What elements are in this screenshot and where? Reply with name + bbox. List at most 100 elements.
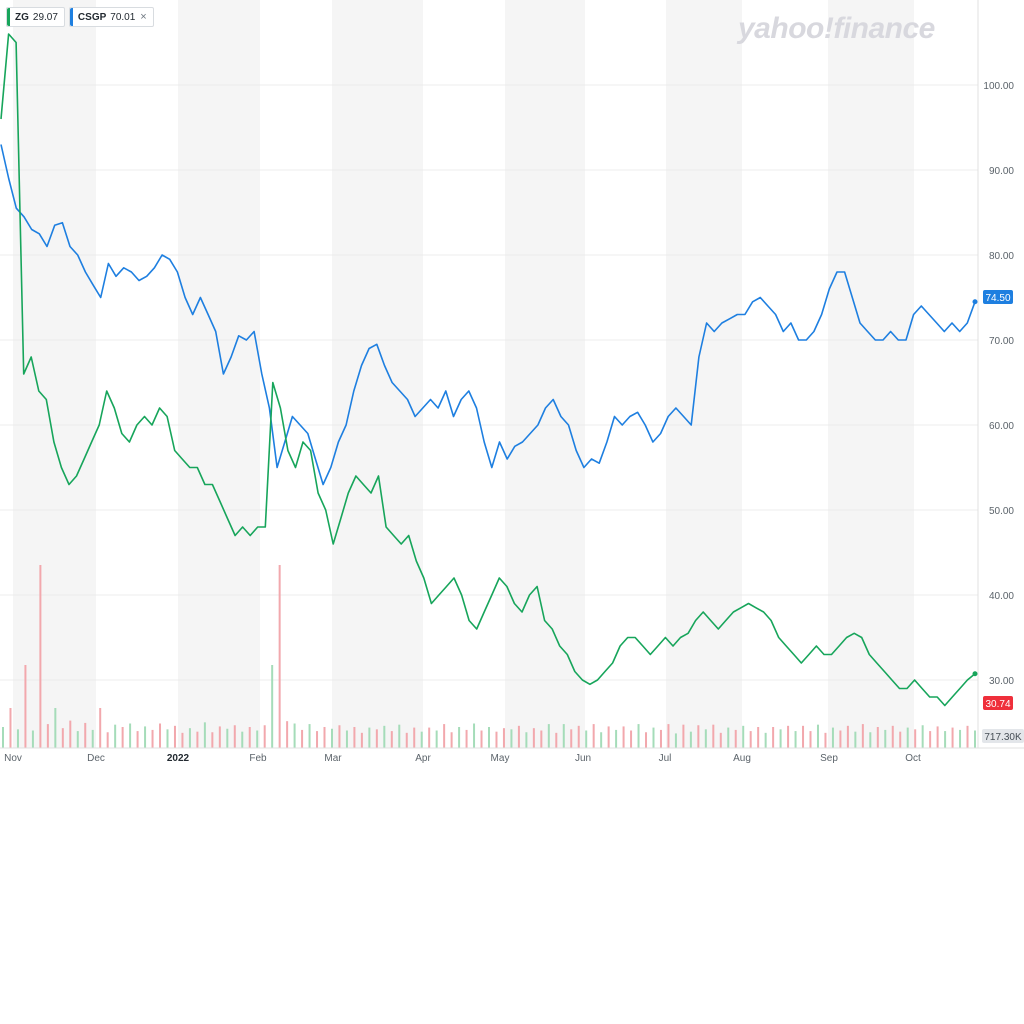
volume-bar (831, 727, 834, 748)
volume-bar (76, 731, 79, 748)
x-tick-label: May (491, 753, 510, 764)
x-tick-label: Jun (575, 753, 591, 764)
volume-bar (218, 726, 221, 748)
chart-canvas[interactable]: 100.00 90.00 80.00 70.00 60.00 50.00 40.00 30.0… (0, 0, 1024, 770)
volume-bar (510, 729, 513, 748)
y-tick-label: 40.00 (989, 591, 1014, 602)
volume-bar (906, 727, 909, 748)
volume-bar (577, 725, 580, 748)
volume-text: 717.30K (984, 732, 1022, 743)
legend-chip-csgp[interactable]: CSGP 70.01 × (68, 7, 154, 27)
volume-bar (69, 720, 72, 748)
volume-bar (532, 728, 535, 748)
x-tick-label: Nov (4, 753, 22, 764)
volume-bar (600, 732, 603, 748)
volume-bar (263, 725, 266, 748)
volume-bar (488, 727, 490, 748)
volume-bar (682, 724, 685, 748)
volume-bar (734, 729, 737, 748)
y-axis: 100.00 90.00 80.00 70.00 60.00 50.00 40.00 30.0… (977, 0, 1014, 748)
volume-bar (622, 726, 625, 748)
volume-bar (861, 724, 864, 748)
series-line-zg[interactable] (0, 33, 976, 707)
zg-color-swatch (7, 8, 10, 26)
volume-bar (585, 730, 588, 748)
volume-bar (435, 730, 438, 748)
volume-bar (458, 727, 461, 748)
volume-bar (592, 724, 595, 748)
legend-value: 70.01 (110, 11, 136, 23)
volume-bar (637, 724, 640, 748)
csgp-last-text: 74.50 (985, 293, 1010, 304)
volume-bar (241, 731, 244, 748)
volume-bar (816, 724, 819, 748)
volume-bar (779, 729, 782, 748)
volume-bar (308, 724, 311, 748)
volume-bar (757, 727, 760, 748)
volume-bar (196, 731, 199, 748)
csgp-color-swatch (69, 8, 73, 26)
volume-bar (353, 727, 356, 748)
csgp-last-badge (983, 290, 1013, 304)
volume-bar (316, 731, 319, 748)
volume-bar (562, 724, 565, 748)
series-line-csgp[interactable] (0, 144, 976, 486)
volume-bar (31, 730, 34, 748)
volume-bar (473, 723, 476, 748)
volume-bar (854, 731, 857, 748)
volume-bar (465, 729, 468, 748)
volume-bar (824, 732, 827, 748)
volume-bar (293, 723, 296, 748)
legend-symbol: ZG (15, 11, 29, 23)
volume-bar (398, 724, 401, 748)
comparison-chart[interactable]: 100.00 90.00 80.00 70.00 60.00 50.00 40.00 30.0… (0, 0, 1024, 770)
volume-bar (674, 733, 677, 748)
month-band (666, 0, 742, 748)
close-icon[interactable]: × (140, 11, 147, 23)
volume-bar (24, 665, 27, 748)
volume-bar (39, 565, 42, 748)
volume-bar (667, 724, 670, 748)
volume-bar (712, 724, 715, 748)
volume-bar (345, 730, 348, 748)
x-tick-label: Feb (249, 753, 267, 764)
legend: ZG 29.07 CSGP 70.01 × (6, 7, 154, 27)
zg-last-text: 30.74 (985, 699, 1010, 710)
month-band (178, 0, 260, 748)
volume-bar (338, 725, 341, 748)
volume-bar (144, 726, 147, 748)
legend-symbol: CSGP (77, 11, 107, 23)
volume-bar (159, 723, 162, 748)
x-tick-label: Aug (733, 753, 751, 764)
volume-bar (689, 731, 692, 748)
volume-bars (2, 565, 976, 748)
legend-chip-zg[interactable]: ZG 29.07 (6, 7, 65, 27)
volume-bar (652, 727, 655, 748)
volume-bar (248, 727, 251, 748)
volume-bar (936, 726, 939, 748)
volume-bar (846, 725, 849, 748)
volume-bar (959, 729, 962, 748)
x-tick-label: Oct (905, 753, 921, 764)
volume-bar (443, 724, 446, 748)
volume-bar (61, 728, 64, 748)
volume-bar (271, 665, 274, 748)
volume-bar (211, 732, 214, 748)
volume-bar (839, 730, 842, 748)
x-tick-label: 2022 (167, 753, 190, 764)
volume-bar (659, 729, 662, 748)
month-band (13, 0, 96, 748)
volume-bar (921, 725, 924, 748)
zg-last-badge (983, 696, 1013, 710)
volume-bar (951, 727, 954, 748)
volume-bar (375, 729, 378, 748)
y-tick-label: 70.00 (989, 336, 1014, 347)
volume-bar (2, 727, 4, 748)
volume-bar (607, 726, 610, 748)
volume-bar (787, 725, 790, 748)
volume-bar (764, 732, 767, 748)
y-tick-label: 100.00 (983, 81, 1014, 92)
volume-bar (615, 729, 618, 748)
month-band (828, 0, 914, 748)
volume-bar (727, 727, 730, 748)
